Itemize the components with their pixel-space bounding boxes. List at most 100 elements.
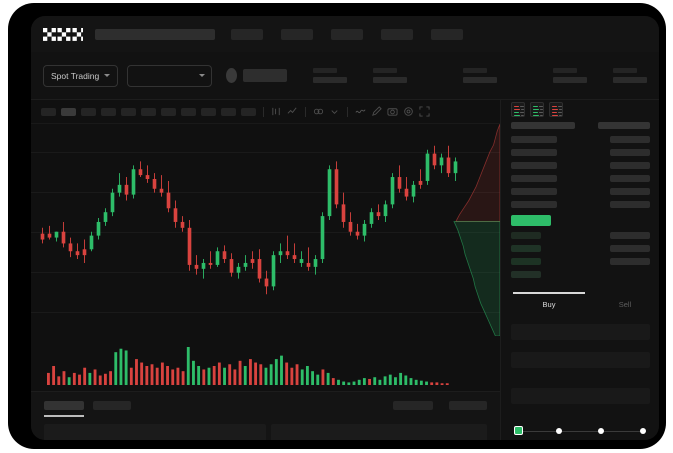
- nav-item-4[interactable]: [381, 28, 413, 40]
- orderbook-ask-size[interactable]: [610, 201, 650, 208]
- tab-order-history[interactable]: [93, 401, 131, 410]
- tab-open-orders[interactable]: [44, 401, 84, 410]
- market-stat-1: [313, 68, 347, 83]
- global-search-input[interactable]: [95, 28, 215, 40]
- nav-item-5[interactable]: [431, 28, 463, 40]
- orderbook-bid-size[interactable]: [610, 258, 650, 265]
- orderbook-ask-size[interactable]: [610, 149, 650, 156]
- volume-chart: [31, 336, 500, 391]
- orderbook-mode-both-icon[interactable]: [511, 102, 525, 117]
- okx-logo[interactable]: [43, 27, 83, 41]
- orderbook-current-price: [511, 215, 551, 226]
- orders-panel: [31, 391, 500, 440]
- last-price-value: [242, 69, 287, 82]
- bottom-action-2[interactable]: [449, 401, 487, 410]
- market-stat-5: [613, 68, 647, 83]
- trading-pair-selector[interactable]: [127, 64, 212, 87]
- orderbook-mode-asks-icon[interactable]: [549, 102, 563, 117]
- camera-icon[interactable]: [387, 106, 398, 117]
- bottom-action-1[interactable]: [393, 401, 433, 410]
- market-stat-3-label: [463, 68, 487, 73]
- spot-trading-selector[interactable]: Spot Trading: [43, 64, 119, 87]
- indicators-icon[interactable]: [287, 106, 298, 117]
- top-navigation-bar: [31, 16, 659, 52]
- toolbar-divider: [263, 106, 264, 117]
- buy-sell-tabs: Buy Sell: [501, 292, 659, 316]
- timeframe-button-11[interactable]: [241, 107, 256, 116]
- orderbook-bid-size[interactable]: [610, 232, 650, 239]
- volume-bar-series: [47, 347, 449, 385]
- timeframe-button-2[interactable]: [61, 107, 76, 116]
- orderbook-bid-price[interactable]: [511, 271, 541, 278]
- timeframe-button-3[interactable]: [81, 107, 96, 116]
- fullscreen-icon[interactable]: [419, 106, 430, 117]
- nav-item-1[interactable]: [231, 28, 263, 40]
- orderbook-ask-size[interactable]: [610, 175, 650, 182]
- active-tab-underline: [44, 415, 84, 417]
- market-stat-4: [553, 68, 587, 83]
- orderbook-ask-price[interactable]: [511, 175, 557, 182]
- slider-step-dot[interactable]: [640, 427, 646, 434]
- market-stat-5-value: [613, 77, 647, 83]
- price-field[interactable]: [511, 352, 650, 368]
- candlestick-series: [40, 145, 458, 295]
- orderbook-ask-size[interactable]: [610, 188, 650, 195]
- orderbook-bid-price[interactable]: [511, 232, 541, 239]
- orderbook-bid-price[interactable]: [511, 258, 541, 265]
- orderbook-ask-size[interactable]: [610, 162, 650, 169]
- coin-avatar: [225, 68, 237, 83]
- tab-sell[interactable]: Sell: [618, 300, 632, 309]
- orderbook-ask-price[interactable]: [511, 188, 557, 195]
- market-stat-3: [463, 68, 497, 83]
- orderbook-ask-size[interactable]: [610, 136, 650, 143]
- slider-track: [518, 430, 644, 432]
- timeframe-button-7[interactable]: [161, 107, 176, 116]
- device-frame: Spot Trading: [8, 3, 666, 449]
- orderbook-ask-price[interactable]: [511, 149, 557, 156]
- timeframe-button-10[interactable]: [221, 107, 236, 116]
- tab-buy[interactable]: Buy: [542, 300, 556, 309]
- nav-item-2[interactable]: [281, 28, 313, 40]
- timeframe-button-6[interactable]: [141, 107, 156, 116]
- candlestick-type-icon[interactable]: [271, 106, 282, 117]
- draw-pencil-icon[interactable]: [371, 106, 382, 117]
- line-chart-icon[interactable]: [355, 106, 366, 117]
- timeframe-button-1[interactable]: [41, 107, 56, 116]
- percent-slider[interactable]: [514, 426, 647, 436]
- timeframe-button-4[interactable]: [101, 107, 116, 116]
- settings-gear-icon[interactable]: [403, 106, 414, 117]
- chart-gridline: [31, 312, 500, 313]
- orderbook-header-left: [511, 122, 575, 129]
- order-type-field[interactable]: [511, 324, 650, 340]
- timeframe-button-5[interactable]: [121, 107, 136, 116]
- amount-field[interactable]: [511, 388, 650, 404]
- order-book[interactable]: [501, 122, 659, 282]
- orderbook-ask-price[interactable]: [511, 136, 557, 143]
- toolbar-divider: [305, 106, 306, 117]
- timeframe-button-8[interactable]: [181, 107, 196, 116]
- slider-handle[interactable]: [514, 426, 523, 435]
- chevron-down-icon: [104, 74, 111, 77]
- bottom-pane-right: [271, 424, 487, 440]
- orderbook-trade-column: Buy Sell: [500, 100, 659, 440]
- orderbook-header-right: [598, 122, 650, 129]
- price-chart[interactable]: [31, 124, 500, 336]
- orderbook-ask-price[interactable]: [511, 201, 557, 208]
- market-stat-2-value: [373, 77, 407, 83]
- nav-item-3[interactable]: [331, 28, 363, 40]
- toolbar-divider: [347, 106, 348, 117]
- timeframe-button-9[interactable]: [201, 107, 216, 116]
- slider-step-dot[interactable]: [598, 427, 604, 434]
- market-stat-1-label: [313, 68, 337, 73]
- orderbook-mode-bids-icon[interactable]: [530, 102, 544, 117]
- market-stat-4-label: [553, 68, 577, 73]
- market-sub-header: Spot Trading: [31, 52, 659, 100]
- slider-step-dot[interactable]: [556, 427, 562, 434]
- chevron-down-icon: [198, 74, 205, 77]
- orderbook-bid-size[interactable]: [610, 245, 650, 252]
- orderbook-bid-price[interactable]: [511, 245, 541, 252]
- chevron-down-icon[interactable]: [329, 106, 340, 117]
- compare-icon[interactable]: [313, 106, 324, 117]
- orderbook-ask-price[interactable]: [511, 162, 557, 169]
- bottom-pane-left: [44, 424, 266, 440]
